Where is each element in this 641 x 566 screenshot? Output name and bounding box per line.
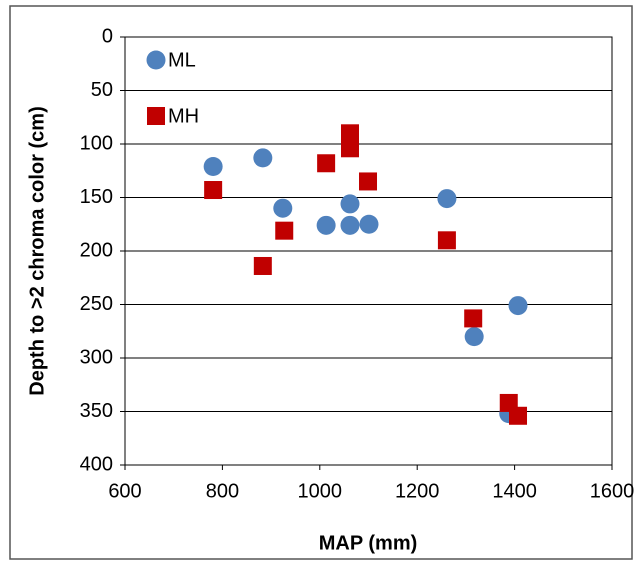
x-axis-label: MAP (mm): [319, 532, 418, 554]
point: [464, 327, 484, 347]
x-tick-label: 1400: [492, 480, 537, 502]
point: [509, 406, 528, 425]
y-tick-label: 350: [80, 400, 113, 422]
legend-label: ML: [168, 49, 196, 71]
point: [437, 189, 457, 209]
point: [359, 214, 379, 234]
point: [340, 139, 359, 158]
x-tick-label: 800: [206, 480, 239, 502]
y-tick-label: 250: [80, 293, 113, 315]
y-axis-label: Depth to >2 chroma color (cm): [26, 106, 48, 396]
legend-marker: [147, 107, 165, 125]
point: [340, 124, 359, 143]
point: [275, 221, 294, 240]
point: [464, 309, 483, 328]
y-tick-label: 100: [80, 132, 113, 154]
y-tick-label: 50: [91, 79, 113, 101]
y-tick-label: 300: [80, 346, 113, 368]
point: [253, 256, 272, 275]
point: [203, 156, 223, 176]
plot-area: [124, 36, 613, 466]
point: [273, 198, 293, 218]
point: [317, 154, 336, 173]
chart-frame: [9, 5, 633, 560]
point: [253, 148, 273, 168]
legend-marker: [146, 50, 166, 70]
point: [437, 231, 456, 250]
x-tick-label: 1600: [590, 480, 635, 502]
point: [316, 215, 336, 235]
point: [340, 194, 360, 214]
point: [204, 181, 223, 200]
legend-label: MH: [168, 105, 199, 127]
point: [508, 296, 528, 316]
x-tick-label: 600: [108, 480, 141, 502]
y-tick-label: 0: [102, 25, 113, 47]
point: [359, 172, 378, 191]
y-tick-label: 400: [80, 453, 113, 475]
y-tick-label: 200: [80, 239, 113, 261]
y-tick-label: 150: [80, 186, 113, 208]
x-tick-label: 1000: [298, 480, 343, 502]
point: [340, 215, 360, 235]
x-tick-label: 1200: [395, 480, 440, 502]
